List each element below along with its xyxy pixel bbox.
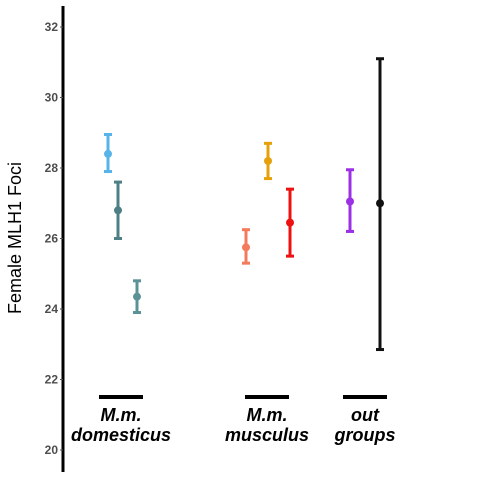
y-axis-title: Female MLH1 Foci <box>5 162 25 314</box>
y-tick-label: 24 <box>45 302 59 316</box>
data-point-1 <box>114 180 122 240</box>
point-marker <box>114 206 122 215</box>
y-tick-label: 26 <box>45 232 59 246</box>
group-label-line2: domesticus <box>71 425 171 445</box>
data-point-2 <box>133 279 141 315</box>
data-point-4 <box>264 141 272 181</box>
point-marker <box>346 197 354 206</box>
y-tick-label: 22 <box>45 373 59 387</box>
point-marker <box>376 199 384 208</box>
point-marker <box>264 156 272 165</box>
group-label-line2: groups <box>334 425 396 445</box>
y-tick-label: 32 <box>45 20 59 34</box>
y-axis-ticks: 20 22 24 26 28 30 32 <box>45 20 63 457</box>
point-marker <box>286 218 294 227</box>
group-label-line1: M.m. <box>100 405 141 425</box>
group-label-line2: musculus <box>225 425 309 445</box>
group-label-line1: M.m. <box>246 405 287 425</box>
data-point-3 <box>242 228 250 265</box>
point-marker <box>104 149 112 158</box>
point-marker <box>242 243 250 252</box>
group-label-line1: out <box>351 405 380 425</box>
point-marker <box>133 292 141 301</box>
data-point-0 <box>104 133 112 174</box>
y-tick-label: 30 <box>45 91 59 105</box>
data-points <box>104 57 384 352</box>
data-point-7 <box>376 57 384 352</box>
data-point-5 <box>286 187 294 258</box>
data-point-6 <box>346 168 354 233</box>
y-tick-label: 20 <box>45 443 59 457</box>
y-tick-label: 28 <box>45 161 59 175</box>
